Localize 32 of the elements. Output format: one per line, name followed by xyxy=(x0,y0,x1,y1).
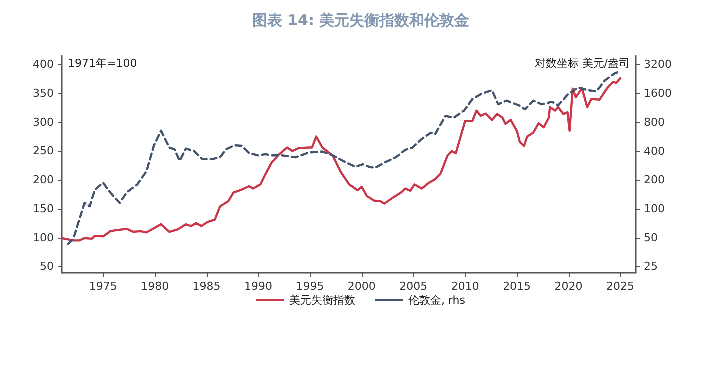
y-tick-label: 50 xyxy=(40,260,54,274)
y-tick-label: 350 xyxy=(33,87,54,100)
annotation: 对数坐标 美元/盎司 xyxy=(534,57,630,70)
x-tick-label: 1995 xyxy=(296,280,324,293)
legend-label: 美元失衡指数 xyxy=(289,294,356,307)
y2-tick-label: 100 xyxy=(644,202,665,216)
y-tick-label: 100 xyxy=(33,231,54,244)
x-tick-label: 2020 xyxy=(554,280,583,293)
y2-tick-label: 25 xyxy=(644,260,658,274)
x-tick-label: 2005 xyxy=(400,280,428,293)
chart-title: 图表 14: 美元失衡指数和伦敦金 xyxy=(252,12,470,30)
y-tick-label: 250 xyxy=(33,144,54,158)
x-tick-label: 2025 xyxy=(606,280,634,293)
x-tick-label: 2000 xyxy=(348,280,376,293)
y2-tick-label: 50 xyxy=(644,231,658,244)
x-tick-label: 1980 xyxy=(141,280,170,293)
y2-tick-label: 800 xyxy=(644,116,665,129)
y-tick-label: 200 xyxy=(33,174,54,187)
y2-tick-label: 400 xyxy=(644,144,665,158)
x-tick-label: 1990 xyxy=(244,280,273,293)
y2-tick-label: 1600 xyxy=(644,87,672,100)
x-tick-label: 1975 xyxy=(89,280,118,293)
legend-label: 伦敦金, rhs xyxy=(408,294,466,307)
y2-tick-label: 200 xyxy=(644,174,665,187)
y-tick-label: 150 xyxy=(33,202,54,216)
x-tick-label: 2010 xyxy=(451,280,480,293)
y2-tick-label: 3200 xyxy=(644,58,672,72)
x-tick-label: 2015 xyxy=(503,280,532,293)
y-tick-label: 400 xyxy=(33,58,54,72)
x-tick-label: 1985 xyxy=(192,280,221,293)
annotation: 1971年=100 xyxy=(68,57,138,70)
y-tick-label: 300 xyxy=(33,116,54,129)
